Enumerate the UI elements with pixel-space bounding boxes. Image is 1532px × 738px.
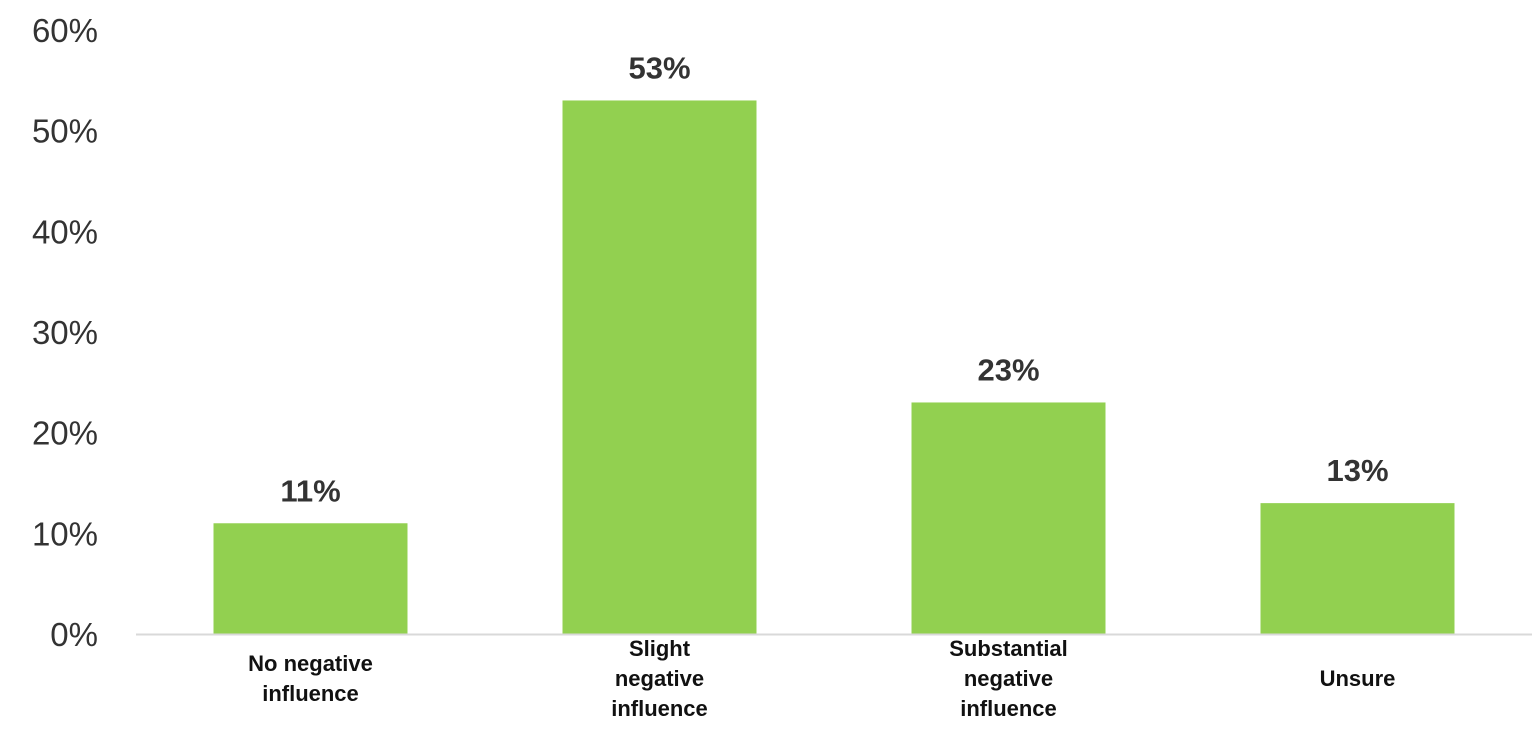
x-tick-label: Substantial	[949, 636, 1068, 661]
y-tick-label: 10%	[32, 515, 98, 552]
x-tick-label: Unsure	[1320, 666, 1396, 691]
x-tick-label: negative	[615, 666, 704, 691]
data-label: 11%	[280, 473, 340, 508]
bar	[1260, 503, 1455, 634]
y-tick-label: 40%	[32, 213, 98, 250]
y-tick-label: 50%	[32, 113, 98, 150]
y-tick-label: 0%	[50, 616, 98, 653]
x-tick-label: negative	[964, 666, 1053, 691]
data-label: 23%	[977, 352, 1039, 387]
x-tick-label: influence	[611, 696, 708, 721]
x-axis-labels: No negative influence Slight negative influe…	[248, 636, 1395, 721]
data-label: 13%	[1326, 453, 1388, 488]
x-tick-label: No negative	[248, 651, 373, 676]
bar	[213, 523, 408, 634]
x-tick-label: influence	[960, 696, 1057, 721]
data-labels-group: 11% 53% 23% 13%	[280, 50, 1388, 508]
y-tick-label: 60%	[32, 12, 98, 49]
y-tick-label: 30%	[32, 314, 98, 351]
x-tick-label: influence	[262, 681, 359, 706]
y-tick-label: 20%	[32, 415, 98, 452]
bars-group	[213, 100, 1455, 634]
y-axis-ticks: 0% 10% 20% 30% 40% 50% 60%	[32, 12, 98, 653]
data-label: 53%	[628, 50, 690, 85]
bar	[911, 402, 1106, 634]
bar	[562, 100, 757, 634]
x-tick-label: Slight	[629, 636, 691, 661]
